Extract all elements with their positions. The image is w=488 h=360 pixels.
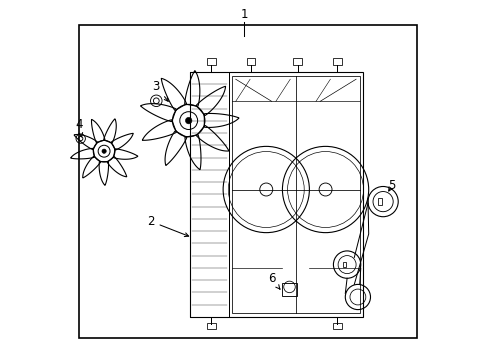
Bar bbox=[342, 262, 346, 267]
Text: 2: 2 bbox=[147, 215, 188, 237]
Text: 4: 4 bbox=[75, 118, 82, 137]
Text: 6: 6 bbox=[267, 273, 280, 289]
Bar bbox=[190, 72, 228, 317]
Circle shape bbox=[185, 117, 192, 124]
Bar bbox=[377, 198, 382, 205]
Bar bbox=[190, 72, 363, 317]
Bar bbox=[332, 58, 341, 65]
Bar bbox=[206, 58, 215, 65]
Circle shape bbox=[102, 149, 106, 153]
Bar bbox=[332, 323, 341, 329]
Bar bbox=[246, 58, 255, 65]
Text: 5: 5 bbox=[387, 179, 395, 192]
Text: 3: 3 bbox=[152, 80, 168, 101]
Bar bbox=[232, 76, 359, 313]
Text: 1: 1 bbox=[240, 8, 248, 21]
Bar bbox=[293, 58, 301, 65]
Bar bbox=[206, 323, 215, 329]
Bar bbox=[79, 25, 416, 338]
Bar bbox=[281, 283, 297, 296]
